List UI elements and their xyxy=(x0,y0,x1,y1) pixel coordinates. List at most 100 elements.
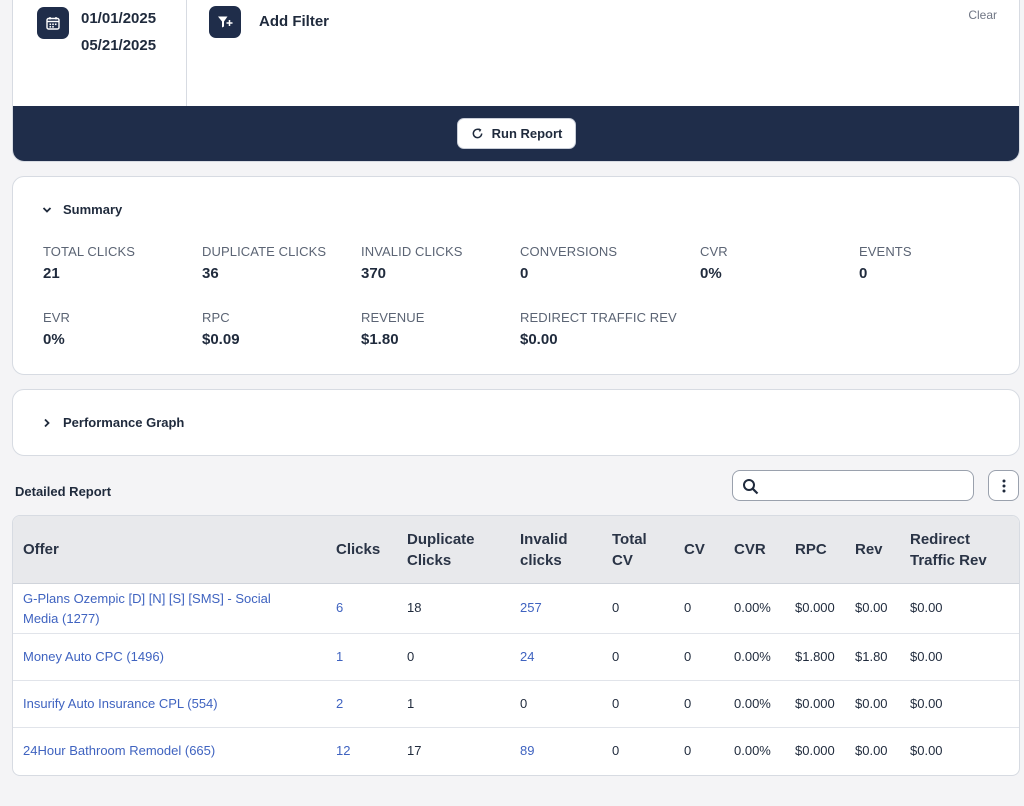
cvr-cell: 0.00% xyxy=(734,649,771,664)
column-header-invalid-clicks[interactable]: Invalid clicks xyxy=(520,531,568,569)
table-row: G-Plans Ozempic [D] [N] [S] [SMS] - Soci… xyxy=(13,584,1019,634)
metric-duplicate-clicks: DUPLICATE CLICKS 36 xyxy=(202,244,326,282)
column-header-rpc[interactable]: RPC xyxy=(795,541,827,558)
metric-rpc: RPC $0.09 xyxy=(202,310,240,348)
search-input[interactable] xyxy=(767,475,967,497)
metric-value: $0.00 xyxy=(520,331,558,348)
run-report-button[interactable]: Run Report xyxy=(457,118,576,149)
column-header-duplicate-clicks[interactable]: Duplicate Clicks xyxy=(407,531,475,569)
clicks-link[interactable]: 2 xyxy=(336,696,344,711)
column-header-clicks[interactable]: Clicks xyxy=(336,541,381,558)
metric-events: EVENTS 0 xyxy=(859,244,912,282)
redirect-traffic-rev-cell: $0.00 xyxy=(910,649,943,664)
rpc-cell: $0.000 xyxy=(795,600,835,615)
invalid-clicks-cell: 0 xyxy=(520,696,528,711)
metric-label: DUPLICATE CLICKS xyxy=(202,244,327,259)
metric-evr: EVR 0% xyxy=(43,310,70,348)
clicks-link[interactable]: 12 xyxy=(336,743,351,758)
metric-value: 370 xyxy=(361,265,387,282)
metric-value: $0.09 xyxy=(202,331,240,348)
cvr-cell: 0.00% xyxy=(734,600,771,615)
search-icon xyxy=(743,479,759,495)
clicks-link[interactable]: 1 xyxy=(336,649,344,664)
metric-label: RPC xyxy=(202,310,230,325)
total-cv-cell: 0 xyxy=(612,600,620,615)
duplicate-clicks-cell: 18 xyxy=(407,600,422,615)
filter-panel: 01/01/2025 05/21/2025 Add Filter Clear R… xyxy=(12,0,1020,162)
offer-link[interactable]: Insurify Auto Insurance CPL (554) xyxy=(23,696,218,711)
rev-cell: $0.00 xyxy=(855,600,888,615)
metric-label: CVR xyxy=(700,244,728,259)
total-cv-cell: 0 xyxy=(612,696,620,711)
calendar-icon[interactable] xyxy=(37,7,69,39)
metric-conversions: CONVERSIONS 0 xyxy=(520,244,617,282)
offer-link[interactable]: G-Plans Ozempic [D] [N] [S] [SMS] - Soci… xyxy=(23,591,271,626)
filter-add-icon[interactable] xyxy=(209,6,241,38)
metric-label: REVENUE xyxy=(361,310,425,325)
start-date[interactable]: 01/01/2025 xyxy=(81,10,157,27)
column-header-cvr[interactable]: CVR xyxy=(734,541,766,558)
offer-link[interactable]: 24Hour Bathroom Remodel (665) xyxy=(23,743,216,758)
end-date[interactable]: 05/21/2025 xyxy=(81,37,157,54)
summary-title: Summary xyxy=(63,202,123,217)
metric-value: 36 xyxy=(202,265,219,282)
redirect-traffic-rev-cell: $0.00 xyxy=(910,743,943,758)
duplicate-clicks-cell: 0 xyxy=(407,649,415,664)
run-report-bar: Run Report xyxy=(13,106,1019,161)
table-header: Offer Clicks Duplicate Clicks Invalid clic… xyxy=(13,516,1019,584)
summary-toggle[interactable]: Summary xyxy=(41,202,122,217)
invalid-clicks-link[interactable]: 257 xyxy=(520,600,542,615)
run-report-label: Run Report xyxy=(491,126,563,141)
cvr-cell: 0.00% xyxy=(734,696,771,711)
invalid-clicks-link[interactable]: 24 xyxy=(520,649,535,664)
rpc-cell: $1.800 xyxy=(795,649,835,664)
cv-cell: 0 xyxy=(684,600,692,615)
redirect-traffic-rev-cell: $0.00 xyxy=(910,600,943,615)
metric-label: EVR xyxy=(43,310,71,325)
rev-cell: $1.80 xyxy=(855,649,888,664)
cv-cell: 0 xyxy=(684,649,692,664)
column-header-redirect-traffic-rev[interactable]: Redirect Traffic Rev xyxy=(910,531,987,569)
clicks-link[interactable]: 6 xyxy=(336,600,344,615)
performance-graph-toggle[interactable]: Performance Graph xyxy=(41,415,184,430)
column-header-rev[interactable]: Rev xyxy=(855,541,883,558)
column-header-cv[interactable]: CV xyxy=(684,541,705,558)
metric-value: 0% xyxy=(43,331,65,348)
metric-value: 21 xyxy=(43,265,60,282)
table-row: Money Auto CPC (1496) 1 0 24 0 0 0.00% $… xyxy=(13,634,1019,681)
refresh-icon xyxy=(472,128,483,139)
metric-redirect-traffic-rev: REDIRECT TRAFFIC REV $0.00 xyxy=(520,310,677,348)
metric-label: REDIRECT TRAFFIC REV xyxy=(520,310,677,325)
metric-total-clicks: TOTAL CLICKS 21 xyxy=(43,244,135,282)
detailed-report-title: Detailed Report xyxy=(15,484,112,499)
chevron-down-icon xyxy=(42,206,52,213)
cvr-cell: 0.00% xyxy=(734,743,771,758)
date-range-picker[interactable]: 01/01/2025 05/21/2025 xyxy=(13,0,187,106)
metric-value: 0% xyxy=(700,265,722,282)
summary-panel: Summary TOTAL CLICKS 21 DUPLICATE CLICKS… xyxy=(12,176,1020,375)
rpc-cell: $0.000 xyxy=(795,696,835,711)
invalid-clicks-link[interactable]: 89 xyxy=(520,743,535,758)
metric-label: EVENTS xyxy=(859,244,912,259)
offer-link[interactable]: Money Auto CPC (1496) xyxy=(23,649,164,664)
cv-cell: 0 xyxy=(684,696,692,711)
metric-value: 0 xyxy=(520,265,529,282)
more-options-button[interactable] xyxy=(988,470,1019,501)
column-header-offer[interactable]: Offer xyxy=(23,541,59,558)
redirect-traffic-rev-cell: $0.00 xyxy=(910,696,943,711)
clear-button[interactable]: Clear xyxy=(968,8,997,22)
report-search xyxy=(732,470,974,501)
more-vertical-icon xyxy=(1002,479,1005,492)
detailed-report-table: Offer Clicks Duplicate Clicks Invalid clic… xyxy=(12,515,1020,776)
metric-value: $1.80 xyxy=(361,331,399,348)
metric-label: INVALID CLICKS xyxy=(361,244,463,259)
total-cv-cell: 0 xyxy=(612,743,620,758)
metric-cvr: CVR 0% xyxy=(700,244,728,282)
metric-revenue: REVENUE $1.80 xyxy=(361,310,425,348)
table-row: Insurify Auto Insurance CPL (554) 2 1 0 … xyxy=(13,681,1019,728)
column-header-total-cv[interactable]: Total CV xyxy=(612,531,647,569)
metric-value: 0 xyxy=(859,265,868,282)
rev-cell: $0.00 xyxy=(855,743,888,758)
chevron-right-icon xyxy=(44,418,50,427)
add-filter-button[interactable]: Add Filter xyxy=(259,13,329,30)
